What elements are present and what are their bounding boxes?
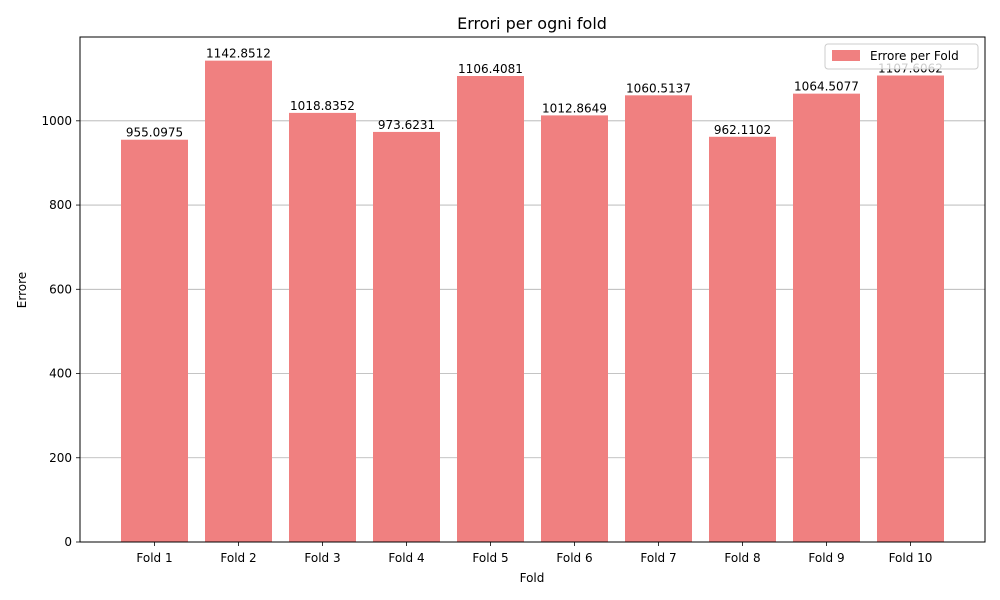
bar-2 [205,60,272,543]
data-label-1: 955.0975 [126,126,183,140]
data-label-2: 1142.8512 [206,47,271,61]
legend-label: Errore per Fold [870,49,959,63]
legend: Errore per Fold [824,43,979,70]
x-tick-label: Fold 6 [556,551,592,565]
y-axis-ticks: 0 200 400 600 800 1000 [41,114,80,549]
data-label-8: 962.1102 [714,123,771,137]
y-tick-label: 0 [64,535,72,549]
x-tick-label: Fold 5 [472,551,508,565]
x-tick-label: Fold 4 [388,551,424,565]
x-tick-label: Fold 9 [808,551,844,565]
y-tick-label: 800 [49,198,72,212]
x-tick-label: Fold 7 [640,551,676,565]
legend-box [824,43,979,70]
data-label-4: 973.6231 [378,118,435,132]
x-axis-ticks: Fold 1 Fold 2 Fold 3 Fold 4 Fold 5 Fold 6 Fold… [136,542,932,565]
data-label-7: 1060.5137 [626,81,691,95]
y-tick-label: 600 [49,282,72,296]
bar-1 [121,139,188,542]
chart-title: Errori per ogni fold [457,14,607,33]
legend-swatch [832,50,860,61]
data-label-6: 1012.8649 [542,101,607,115]
x-tick-label: Fold 8 [724,551,760,565]
y-axis-label: Errore [15,272,29,308]
y-tick-label: 400 [49,367,72,381]
y-tick-label: 1000 [41,114,72,128]
bars [121,60,944,543]
y-tick-label: 200 [49,451,72,465]
bar-6 [541,115,608,542]
bar-9 [793,93,860,542]
bar-10 [877,75,944,542]
bar-3 [289,112,356,542]
x-tick-label: Fold 10 [889,551,933,565]
x-tick-label: Fold 1 [136,551,172,565]
x-tick-label: Fold 3 [304,551,340,565]
bar-4 [373,131,440,542]
bar-8 [709,136,776,542]
data-label-5: 1106.4081 [458,62,523,76]
data-label-9: 1064.5077 [794,80,859,94]
x-axis-label: Fold [520,571,545,585]
bar-5 [457,75,524,542]
x-tick-label: Fold 2 [220,551,256,565]
data-label-3: 1018.8352 [290,99,355,113]
data-labels: 955.0975 1142.8512 1018.8352 973.6231 1106.4… [126,47,943,140]
bar-7 [625,95,692,543]
